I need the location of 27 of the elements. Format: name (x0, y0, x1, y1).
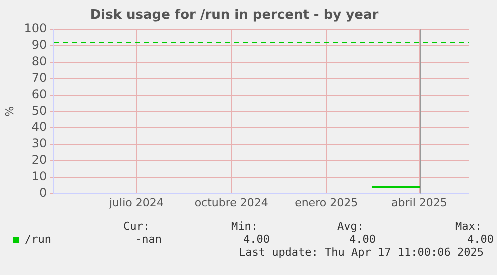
text: 4.00 (244, 233, 270, 246)
chart-title: Disk usage for /run in percent - by year (90, 8, 380, 24)
text: Avg: (338, 220, 364, 233)
text: -nan (136, 233, 162, 246)
x-tick-label: julio 2024 (108, 196, 164, 210)
y-tick-label: 90 (32, 38, 48, 52)
y-tick-label: 100 (24, 22, 48, 36)
y-tick-label: 70 (32, 70, 48, 85)
x-tick-label: octubre 2024 (194, 196, 268, 210)
y-tick-label: 30 (32, 136, 48, 151)
text: 4.00 (350, 233, 376, 246)
legend-label: /run (25, 233, 52, 246)
y-tick-label: 60 (32, 87, 48, 102)
text: Cur: (124, 220, 150, 233)
y-tick-label: 80 (32, 54, 48, 69)
y-axis-title: % (3, 106, 16, 117)
text: Last update: Thu Apr 17 11:00:06 2025 (238, 246, 484, 259)
text: Min: (232, 220, 258, 233)
x-tick-label: enero 2025 (295, 196, 358, 210)
text: Max: (456, 220, 482, 233)
y-tick-label: 10 (32, 170, 48, 184)
x-tick-label: abril 2025 (392, 196, 448, 210)
y-tick-label: 40 (32, 120, 48, 134)
y-tick-label: 20 (32, 153, 48, 168)
y-tick-label: 0 (39, 186, 48, 200)
y-tick-label: 50 (32, 104, 48, 118)
text: 4.00 (468, 233, 494, 246)
